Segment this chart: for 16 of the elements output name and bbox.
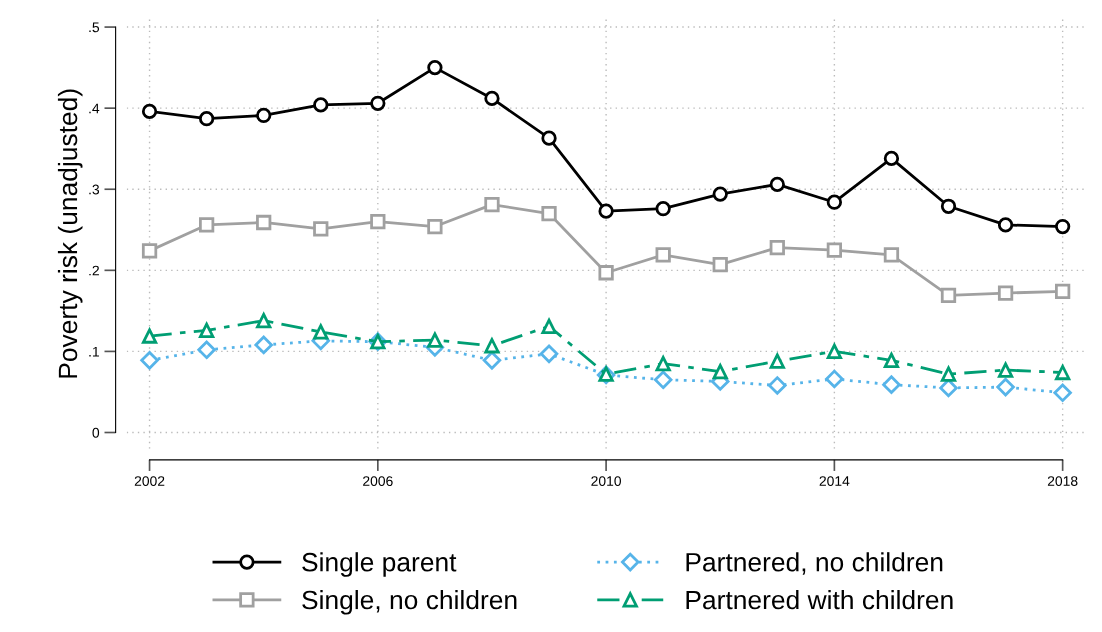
y-tick-label: .4 [89, 103, 100, 114]
y-axis-title: Poverty risk (unadjusted) [57, 89, 83, 378]
x-tick-label: 2006 [363, 476, 393, 487]
x-tick-label: 2002 [134, 476, 165, 487]
x-tick-label: 2018 [1047, 476, 1078, 487]
x-tick-label: 2010 [591, 476, 622, 487]
y-tick-label: 0 [92, 427, 100, 438]
legend-label: Partnered, no children [686, 552, 943, 575]
y-tick-label: .2 [89, 265, 99, 276]
legend-label: Partnered with children [686, 589, 953, 610]
y-tick-label: .3 [89, 184, 100, 195]
x-tick-label: 2014 [819, 476, 850, 487]
y-tick-label: .1 [89, 346, 99, 357]
legend-label: Single parent [302, 552, 457, 577]
legend-label: Single, no children [302, 589, 517, 615]
y-tick-label: .5 [89, 22, 100, 33]
